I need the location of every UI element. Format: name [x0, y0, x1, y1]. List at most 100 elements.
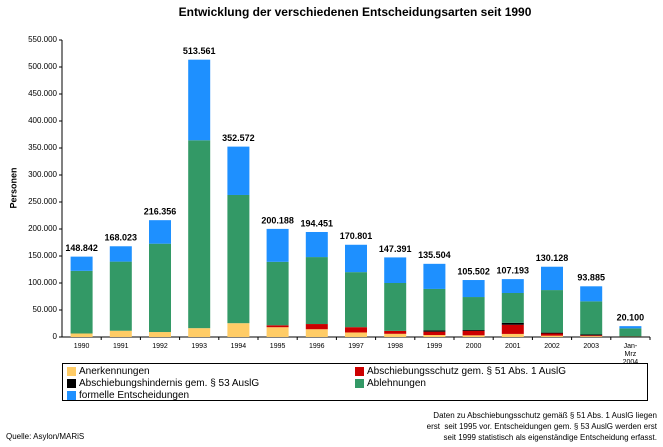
- bar-segment: [345, 244, 367, 273]
- legend-item: Ablehnungen: [355, 377, 643, 389]
- bar-segment: [501, 322, 524, 325]
- bar-segment: [501, 279, 524, 293]
- bar-segment: [541, 333, 563, 336]
- x-tick-label: 1994: [230, 343, 247, 350]
- bar-segment: [109, 261, 132, 331]
- x-tick-label: 1991: [113, 343, 129, 350]
- source: Quelle: Asylon/MARiS: [6, 432, 85, 441]
- bar-segment: [384, 330, 407, 334]
- x-tick-label: 1997: [348, 343, 364, 350]
- chart-title: Entwicklung der verschiedenen Entscheidu…: [179, 5, 532, 19]
- bar-segment: [462, 330, 485, 336]
- bar-segment: [345, 332, 367, 337]
- bar-segment: [541, 266, 563, 291]
- x-tick-label: Jan-Mrz 2004: [622, 343, 639, 366]
- x-tick-label: 1998: [387, 343, 403, 350]
- bar-segment: [423, 263, 446, 289]
- bar-segment: [109, 246, 132, 262]
- total-label: 216.356: [144, 207, 177, 217]
- total-label: 130.128: [536, 253, 569, 263]
- legend-swatch: [67, 390, 76, 400]
- bar-segment: [345, 272, 367, 328]
- bar-segment: [580, 334, 603, 336]
- y-tick-label: 350.000: [28, 143, 57, 152]
- bar-segment: [423, 335, 446, 337]
- total-label: 135.504: [418, 250, 451, 260]
- bar-segment: [149, 243, 171, 333]
- y-tick-label: 300.000: [28, 170, 57, 179]
- total-label: 20.100: [617, 313, 645, 323]
- legend-swatch: [67, 378, 76, 388]
- y-axis-label: Personen: [8, 167, 18, 208]
- legend: Anerkennungen Abschiebungsschutz gem. § 5…: [62, 363, 648, 401]
- bar-segment: [227, 146, 250, 195]
- bar-segment: [305, 329, 328, 337]
- bar-segment: [580, 335, 603, 337]
- bar-segment: [188, 140, 211, 329]
- x-tick-label: 2001: [505, 343, 521, 350]
- bar-segment: [70, 333, 93, 337]
- note: Daten zu Abschiebungsschutz gemäß § 51 A…: [427, 410, 657, 443]
- legend-label: Abschiebungsschutz gem. § 51 Abs. 1 Ausl…: [367, 365, 567, 377]
- bar-segment: [423, 288, 446, 331]
- bar-segment: [462, 297, 485, 330]
- note-line: seit 1999 statistisch als eigenständige …: [443, 433, 657, 442]
- legend-item: Abschiebungshindernis gem. § 53 AuslG: [67, 377, 355, 389]
- bar-segment: [384, 257, 407, 283]
- total-label: 107.193: [497, 265, 530, 275]
- bar-segment: [462, 335, 485, 337]
- total-label: 147.391: [379, 244, 412, 254]
- bar-segment: [501, 324, 524, 334]
- bar-segment: [227, 194, 250, 324]
- x-tick-label: 1996: [309, 343, 325, 350]
- bar-segment: [462, 329, 485, 331]
- bar-segment: [70, 270, 93, 334]
- y-tick-label: 0: [53, 332, 58, 341]
- y-tick-label: 150.000: [28, 251, 57, 260]
- total-label: 194.451: [301, 218, 334, 228]
- bar-segment: [541, 290, 563, 333]
- bar-segment: [462, 280, 485, 298]
- y-tick-label: 50.000: [33, 305, 58, 314]
- bar-segment: [541, 335, 563, 337]
- total-label: 513.561: [183, 46, 216, 56]
- bar-segment: [266, 325, 289, 328]
- legend-label: Ablehnungen: [367, 377, 426, 389]
- total-label: 200.188: [261, 215, 294, 225]
- x-tick-label: 2003: [583, 343, 599, 350]
- x-tick-label: 1995: [269, 343, 286, 350]
- x-tick-label: 1992: [152, 343, 168, 350]
- bar-segment: [580, 301, 603, 335]
- total-label: 170.801: [340, 231, 373, 241]
- legend-label: Abschiebungshindernis gem. § 53 AuslG: [79, 377, 260, 389]
- total-label: 93.885: [577, 273, 605, 283]
- bar-segment: [345, 327, 367, 333]
- legend-swatch: [67, 366, 76, 376]
- y-tick-label: 250.000: [28, 197, 57, 206]
- bar-segment: [619, 328, 642, 337]
- bar-segment: [227, 323, 250, 337]
- bar-segment: [149, 220, 171, 244]
- bar-segment: [580, 336, 603, 337]
- x-tick-label: 1990: [73, 343, 90, 350]
- y-tick-label: 450.000: [28, 89, 57, 98]
- bar-segment: [384, 333, 407, 337]
- bar-segment: [541, 332, 563, 334]
- legend-label: Anerkennungen: [79, 365, 150, 377]
- total-label: 148.842: [65, 243, 98, 253]
- x-tick-label: 2000: [465, 343, 482, 350]
- total-label: 352.572: [222, 133, 255, 143]
- bar-segment: [580, 286, 603, 302]
- bar-segment: [188, 328, 211, 337]
- y-tick-label: 100.000: [28, 278, 57, 287]
- x-tick-label: 2002: [544, 343, 560, 350]
- bar-segment: [149, 332, 171, 337]
- bar-segment: [70, 256, 93, 271]
- bar-segment: [305, 257, 328, 325]
- bar-segment: [305, 231, 328, 258]
- bar-segment: [266, 261, 289, 326]
- legend-label: formelle Entscheidungen: [79, 389, 190, 401]
- total-label: 168.023: [105, 233, 138, 243]
